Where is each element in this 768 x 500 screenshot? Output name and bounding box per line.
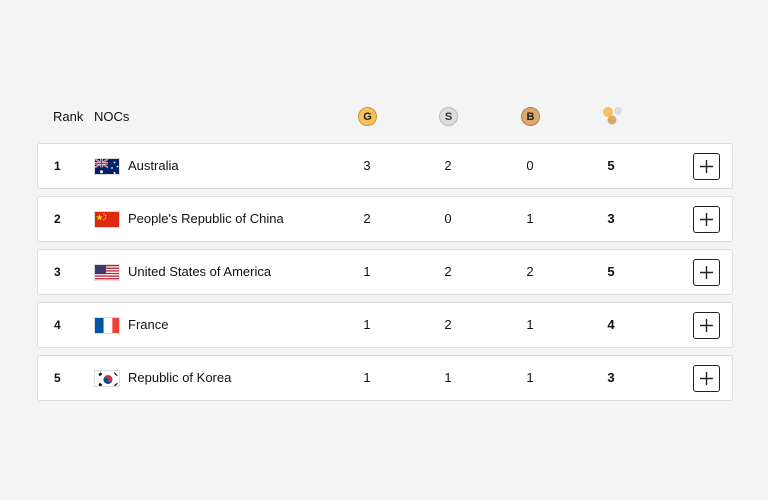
medals-total-icon <box>603 107 622 125</box>
rank-value: 3 <box>54 265 61 279</box>
gold-count: 2 <box>363 211 371 226</box>
table-row: 4 France 1 2 1 4 <box>37 302 733 348</box>
plus-icon <box>700 372 713 385</box>
rank-value: 4 <box>54 318 61 332</box>
gold-count: 1 <box>363 370 371 385</box>
rank-value: 5 <box>54 371 61 385</box>
bronze-count: 1 <box>526 317 534 332</box>
silver-count: 1 <box>444 370 452 385</box>
country-name: Republic of Korea <box>128 370 232 385</box>
usa-flag <box>94 264 120 281</box>
france-flag <box>94 317 120 334</box>
bronze-count: 0 <box>526 158 534 173</box>
plus-icon <box>700 266 713 279</box>
total-count: 5 <box>607 264 615 279</box>
plus-icon <box>700 213 713 226</box>
gold-medal-header: G <box>358 107 377 126</box>
total-count: 4 <box>607 317 615 332</box>
china-flag <box>94 211 120 228</box>
table-header: Rank NOCs G S B <box>37 96 733 136</box>
table-row: 1 Australia 3 2 0 5 <box>37 143 733 189</box>
gold-count: 1 <box>363 264 371 279</box>
silver-count: 0 <box>444 211 452 226</box>
medal-table: Rank NOCs G S B 1 <box>37 96 733 401</box>
total-count: 3 <box>607 370 615 385</box>
rank-value: 2 <box>54 212 61 226</box>
expand-row-button[interactable] <box>693 259 720 286</box>
rank-value: 1 <box>54 159 61 173</box>
total-count: 3 <box>607 211 615 226</box>
silver-medal-header: S <box>439 107 458 126</box>
table-row: 2 People's Republic of China 2 0 1 3 <box>37 196 733 242</box>
country-name: France <box>128 317 169 332</box>
bronze-count: 1 <box>526 211 534 226</box>
bronze-medal-header: B <box>521 107 540 126</box>
rank-header: Rank <box>53 109 84 124</box>
total-count: 5 <box>607 158 615 173</box>
australia-flag <box>94 158 120 175</box>
table-row: 5 Republic of Korea 1 1 1 3 <box>37 355 733 401</box>
country-name: People's Republic of China <box>128 211 284 226</box>
expand-row-button[interactable] <box>693 365 720 392</box>
korea-flag <box>94 370 120 387</box>
noc-header: NOCs <box>94 109 130 124</box>
expand-row-button[interactable] <box>693 153 720 180</box>
plus-icon <box>700 160 713 173</box>
gold-count: 3 <box>363 158 371 173</box>
country-name: United States of America <box>128 264 272 279</box>
gold-count: 1 <box>363 317 371 332</box>
silver-count: 2 <box>444 264 452 279</box>
bronze-count: 2 <box>526 264 534 279</box>
expand-row-button[interactable] <box>693 206 720 233</box>
plus-icon <box>700 319 713 332</box>
expand-row-button[interactable] <box>693 312 720 339</box>
table-row: 3 United States of America 1 2 2 5 <box>37 249 733 295</box>
bronze-count: 1 <box>526 370 534 385</box>
silver-count: 2 <box>444 158 452 173</box>
silver-count: 2 <box>444 317 452 332</box>
country-name: Australia <box>128 158 179 173</box>
